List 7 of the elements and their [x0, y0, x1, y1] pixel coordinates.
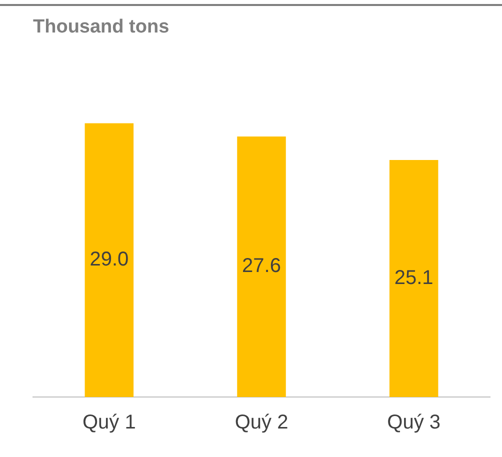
data-label: 27.6 — [242, 255, 281, 278]
x-tick-label: Quý 1 — [82, 412, 136, 434]
data-label: 25.1 — [394, 267, 434, 290]
data-label: 29.0 — [90, 248, 129, 271]
x-tick-label: Quý 3 — [387, 412, 441, 434]
chart-title: Thousand tons — [33, 16, 170, 38]
x-tick-label: Quý 2 — [234, 412, 288, 434]
